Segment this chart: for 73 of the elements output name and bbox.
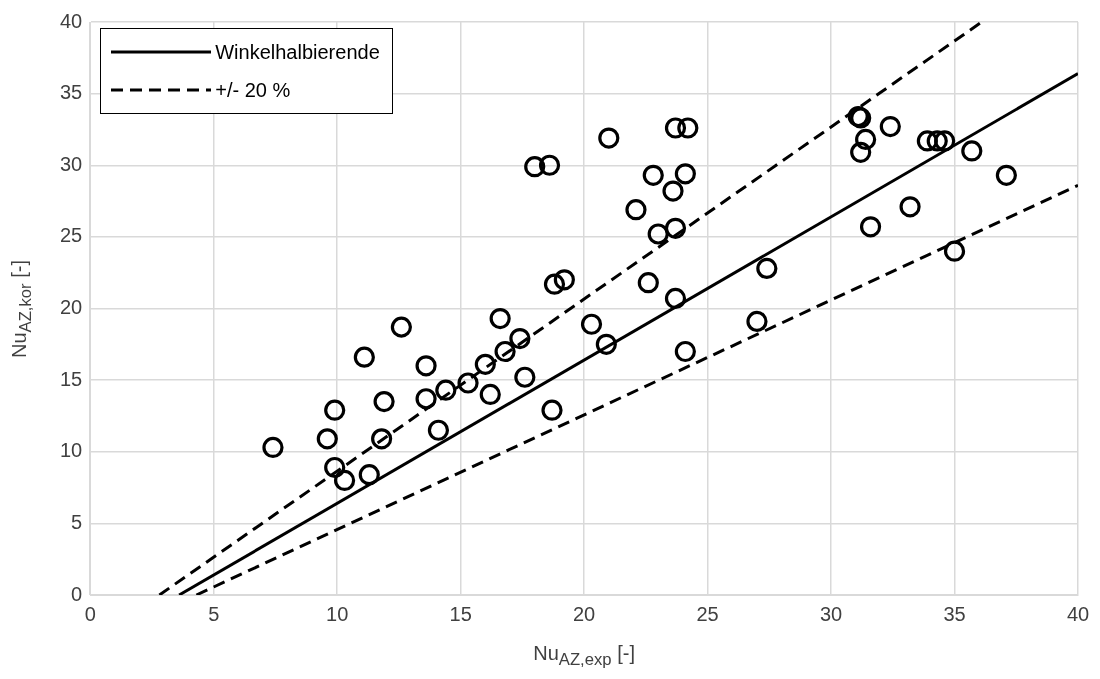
point (664, 117, 687, 139)
x-tick-label: 40 (1066, 602, 1090, 625)
x-tick-label: 15 (449, 602, 472, 625)
legend-label: +/- 20 % (215, 78, 291, 102)
y-tick-label: 30 (60, 152, 83, 175)
point (333, 469, 356, 491)
point (637, 272, 659, 294)
point (541, 399, 563, 421)
point (353, 346, 375, 368)
point (514, 366, 536, 388)
point (850, 141, 872, 163)
y-tick-label: 15 (60, 367, 83, 390)
point (262, 436, 284, 459)
point (855, 128, 877, 151)
point (664, 217, 687, 239)
point (995, 164, 1017, 186)
point (415, 388, 437, 410)
point (324, 399, 346, 421)
point (324, 456, 346, 479)
point (427, 419, 450, 441)
point (509, 327, 531, 350)
y-tick-label: 35 (60, 81, 83, 104)
point (489, 307, 511, 330)
point (961, 140, 983, 162)
point (390, 316, 412, 338)
point (664, 287, 687, 310)
point (553, 269, 575, 291)
x-tick-label: 30 (819, 602, 843, 625)
point (435, 379, 457, 401)
point (415, 355, 437, 377)
x-tick-label: 10 (326, 602, 349, 625)
point (642, 164, 664, 186)
point (358, 464, 380, 486)
y-tick-label: 20 (60, 296, 83, 319)
point (879, 115, 901, 138)
point (677, 117, 699, 139)
x-tick-label: 20 (573, 602, 596, 625)
point (474, 353, 496, 375)
y-tick-label: 5 (71, 510, 83, 533)
x-tick-label: 5 (208, 602, 220, 625)
y-tick-label: 40 (60, 9, 83, 32)
point (859, 216, 882, 238)
point (598, 127, 620, 149)
legend-label: Winkelhalbierende (215, 40, 380, 64)
point (756, 257, 778, 279)
point (746, 310, 768, 332)
x-axis-title: Nu$_{AZ,exp}$ [-] (532, 642, 636, 670)
point (316, 428, 338, 450)
point (524, 156, 546, 178)
y-tick-label: 0 (71, 582, 83, 605)
x-tick-label: 35 (943, 602, 966, 625)
y-tick-label: 25 (60, 224, 83, 247)
point (926, 130, 948, 152)
point (662, 180, 684, 202)
point (457, 372, 479, 394)
point (494, 340, 516, 363)
point (479, 383, 501, 406)
y-tick-label: 10 (60, 439, 83, 462)
x-tick-label: 25 (696, 602, 719, 625)
point (373, 391, 395, 413)
point (625, 199, 647, 221)
point (538, 154, 561, 176)
point (647, 223, 669, 245)
point (934, 130, 956, 152)
point (899, 196, 921, 218)
point (595, 333, 617, 355)
point (674, 163, 696, 185)
point (580, 313, 603, 335)
point (371, 428, 393, 450)
point (543, 273, 566, 295)
point (916, 130, 938, 152)
point (943, 240, 966, 262)
point (674, 340, 696, 363)
